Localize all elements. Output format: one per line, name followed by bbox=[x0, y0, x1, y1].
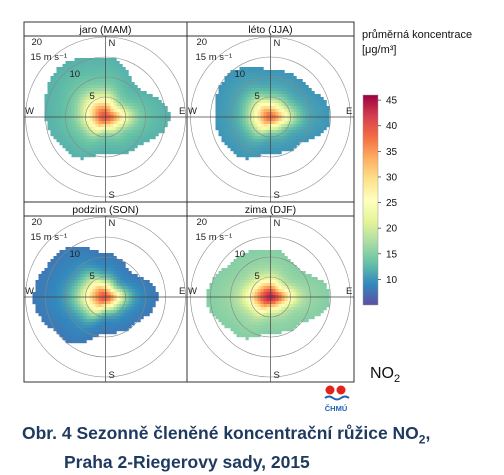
legend-unit: [μg/m³] bbox=[362, 44, 396, 56]
logo-wave bbox=[324, 395, 350, 401]
legend-tick-label: 45 bbox=[386, 96, 398, 107]
ring-label: 15 m s⁻¹ bbox=[31, 52, 68, 63]
ring-label: 20 bbox=[32, 37, 43, 48]
logo-text: ČHMÚ bbox=[325, 404, 348, 413]
ring-label: 15 m s⁻¹ bbox=[196, 52, 233, 63]
ring-label: 20 bbox=[32, 217, 43, 228]
direction-label: N bbox=[274, 38, 281, 49]
panel-title: léto (JJA) bbox=[248, 24, 292, 36]
caption-subscript: 2 bbox=[418, 432, 426, 447]
direction-label: N bbox=[274, 218, 281, 229]
direction-label: W bbox=[25, 106, 34, 117]
ring-label: 15 m s⁻¹ bbox=[196, 232, 233, 243]
direction-label: E bbox=[346, 106, 352, 117]
panel-title: zima (DJF) bbox=[245, 204, 296, 216]
direction-label: W bbox=[188, 286, 197, 297]
direction-label: S bbox=[109, 370, 115, 381]
ring-label: 5 bbox=[255, 91, 260, 102]
ring-label: 5 bbox=[90, 271, 95, 282]
direction-label: E bbox=[346, 286, 352, 297]
legend-colorbar bbox=[362, 94, 379, 306]
ring-label: 15 m s⁻¹ bbox=[31, 232, 68, 243]
figure-caption: Obr. 4 Sezonně členěné koncentrační růži… bbox=[22, 422, 430, 473]
ring-label: 5 bbox=[90, 91, 95, 102]
legend-tick-label: 15 bbox=[386, 249, 398, 260]
panel-title: jaro (MAM) bbox=[79, 24, 132, 36]
direction-label: E bbox=[179, 286, 185, 297]
caption-line1-end: , bbox=[425, 423, 431, 443]
ring-label: 20 bbox=[197, 217, 208, 228]
legend-title: průměrná koncentrace bbox=[362, 29, 472, 41]
pollutant-label: NO2 bbox=[370, 365, 400, 385]
logo-red-dot bbox=[325, 385, 335, 395]
direction-label: N bbox=[109, 218, 116, 229]
caption-line2: Praha 2-Riegerovy sady, 2015 bbox=[64, 451, 310, 472]
direction-label: W bbox=[188, 106, 197, 117]
direction-label: N bbox=[109, 38, 116, 49]
legend-tick-label: 35 bbox=[386, 147, 398, 158]
legend-tick-label: 20 bbox=[386, 224, 398, 235]
legend-tick-label: 40 bbox=[386, 121, 398, 132]
legend-tick-label: 10 bbox=[386, 275, 398, 286]
caption-line1: Obr. 4 Sezonně členěné koncentrační růži… bbox=[22, 423, 419, 443]
ring-label: 10 bbox=[70, 69, 81, 80]
ring-label: 10 bbox=[235, 249, 246, 260]
pollutant-subscript: 2 bbox=[394, 373, 400, 385]
ring-label: 10 bbox=[70, 249, 81, 260]
logo-red-dot bbox=[336, 385, 346, 395]
direction-label: S bbox=[274, 370, 280, 381]
panel-title: podzim (SON) bbox=[72, 204, 139, 216]
ring-label: 10 bbox=[235, 69, 246, 80]
direction-label: S bbox=[109, 190, 115, 201]
ring-label: 5 bbox=[255, 271, 260, 282]
direction-label: S bbox=[274, 190, 280, 201]
legend-tick-label: 30 bbox=[386, 172, 398, 183]
chmu-logo: ČHMÚ bbox=[324, 385, 350, 413]
color-legend: průměrná koncentrace [μg/m³] 10 15 20 25 30 35 4… bbox=[362, 29, 472, 385]
direction-label: W bbox=[25, 286, 34, 297]
legend-tick-label: 25 bbox=[386, 198, 398, 209]
ring-label: 20 bbox=[197, 37, 208, 48]
direction-label: E bbox=[179, 106, 185, 117]
